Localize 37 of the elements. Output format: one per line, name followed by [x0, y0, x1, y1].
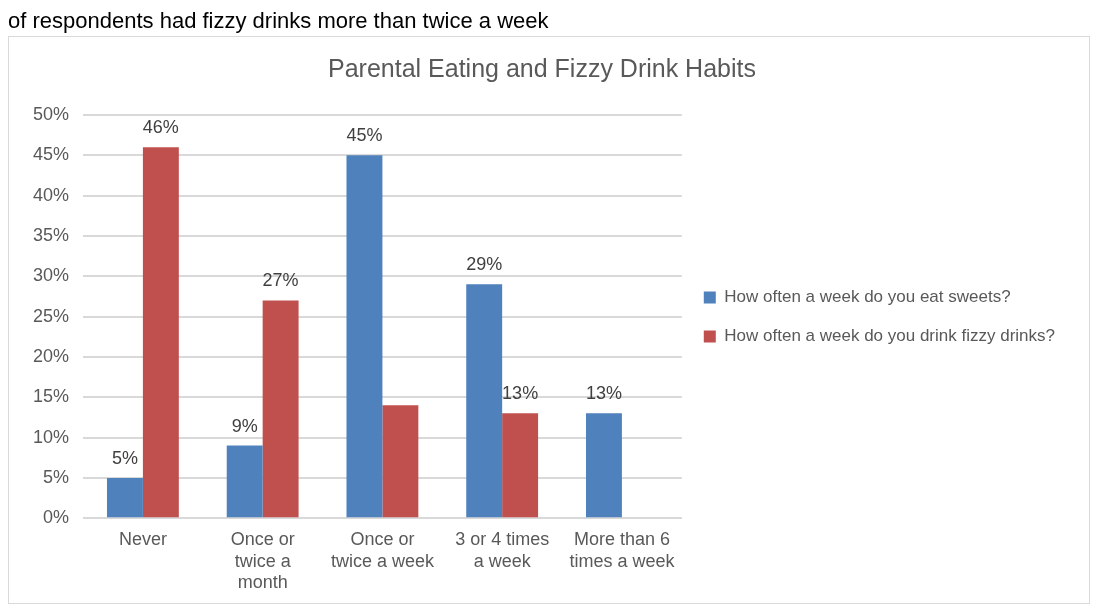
- data-label: 13%: [502, 383, 539, 404]
- y-tick-label: 50%: [33, 103, 70, 124]
- y-tick-label: 10%: [33, 426, 70, 447]
- data-label: 27%: [262, 270, 299, 291]
- bar: [226, 445, 263, 518]
- legend-label: How often a week do you drink fizzy drinks?: [724, 326, 1056, 346]
- y-tick-label: 45%: [33, 144, 70, 165]
- y-tick-label: 35%: [33, 224, 70, 245]
- bar: [106, 477, 143, 518]
- y-tick-label: 0%: [43, 507, 70, 528]
- text: of respondents had fizzy drinks more than twice a week: [8, 8, 550, 34]
- data-label: 5%: [111, 447, 138, 468]
- y-tick-label: 5%: [43, 466, 70, 487]
- legend-label: How often a week do you eat sweets?: [724, 287, 1011, 307]
- bar: [382, 405, 419, 518]
- bar: [262, 300, 299, 518]
- data-label: 9%: [231, 415, 258, 436]
- x-tick-label: Once or twice a week: [330, 528, 435, 571]
- x-tick-label: Once or twice a month: [230, 528, 295, 593]
- data-label: 13%: [585, 383, 622, 404]
- x-tick-label: More than 6 times a week: [569, 528, 676, 571]
- bar: [585, 413, 622, 518]
- data-label: 45%: [346, 125, 383, 146]
- y-tick-label: 25%: [33, 305, 70, 326]
- x-tick-label: 3 or 4 times a week: [455, 528, 550, 571]
- chart-title: Parental Eating and Fizzy Drink Habits: [328, 53, 756, 82]
- y-tick-label: 30%: [33, 265, 70, 286]
- bar: [142, 147, 179, 518]
- x-tick-label: Never: [118, 528, 167, 549]
- y-tick-label: 20%: [33, 345, 70, 366]
- data-label: 46%: [142, 117, 179, 138]
- data-label: 29%: [466, 254, 503, 275]
- bar: [466, 284, 503, 518]
- y-tick-label: 40%: [33, 184, 70, 205]
- bar: [346, 155, 383, 518]
- bar: [502, 413, 539, 518]
- y-tick-label: 15%: [33, 386, 70, 407]
